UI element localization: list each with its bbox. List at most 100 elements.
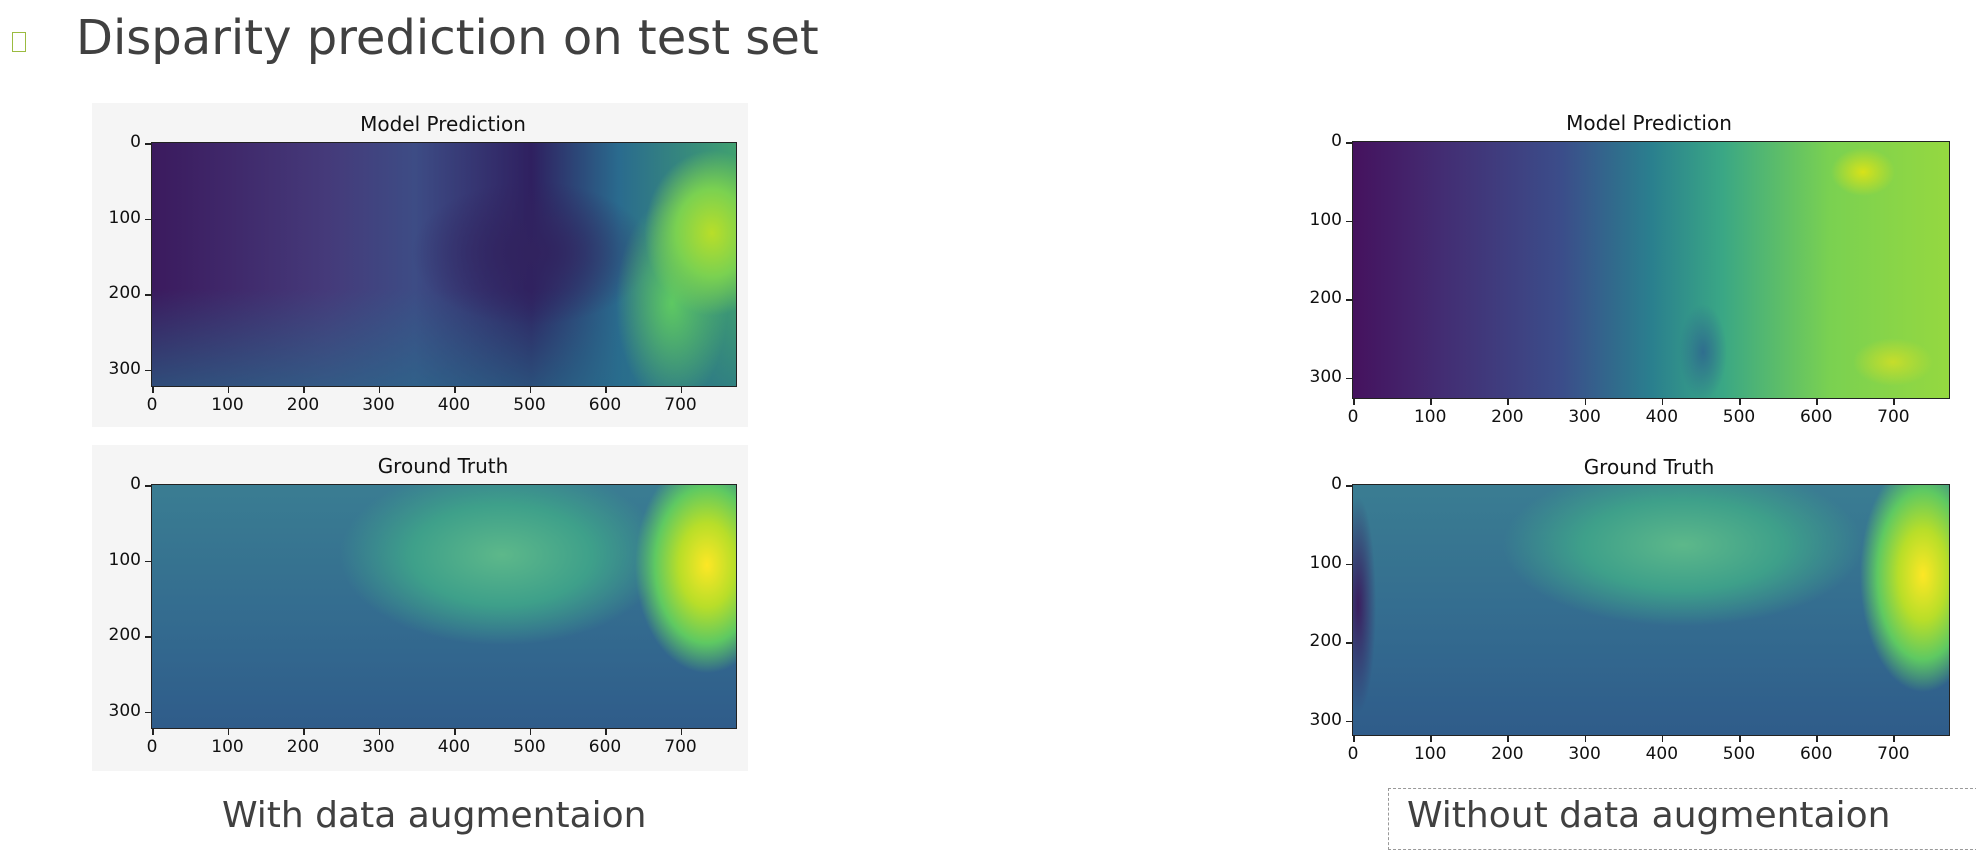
right-groundtruth-xtick-label: 600 [1799,744,1833,764]
left-groundtruth-xtick-label: 700 [664,737,697,757]
right-groundtruth-xtick-mark [1507,736,1509,742]
right-groundtruth-xtick-mark [1584,736,1587,742]
left-groundtruth-ytick-mark [145,485,151,487]
right-groundtruth-ytick-label: 100 [1309,552,1342,573]
right-groundtruth-xtick-mark [1739,736,1741,742]
left-prediction-xtick-label: 500 [513,395,546,415]
left-prediction-ytick-label: 200 [108,283,141,303]
right-groundtruth-xtick-mark [1893,736,1895,742]
left-groundtruth-xtick-label: 600 [588,737,622,757]
right-groundtruth-ytick-mark [1346,720,1352,722]
right-prediction-xtick-label: 200 [1491,407,1524,427]
right-prediction-ytick-label: 200 [1309,288,1342,308]
left-caption: With data augmentaion [222,795,647,836]
left-prediction-xtick-label: 700 [664,395,697,415]
right-prediction-xtick-label: 400 [1645,407,1679,427]
left-prediction-xtick-mark [152,387,154,393]
right-groundtruth-ytick-mark [1346,485,1352,487]
left-prediction-xtick-mark [303,387,305,393]
right-prediction-ytick-label: 100 [1309,209,1342,230]
left-groundtruth-ytick-label: 0 [130,474,141,494]
left-prediction-xtick-mark [454,387,456,393]
left-groundtruth-xtick-label: 100 [211,737,244,757]
left-groundtruth-ytick-label: 200 [108,625,141,645]
right-prediction-xtick-mark [1584,399,1587,405]
right-groundtruth-xtick-mark [1661,736,1664,742]
left-prediction-xtick-label: 0 [146,395,158,415]
right-groundtruth-ytick-mark [1346,563,1352,565]
left-groundtruth-ytick-mark [145,636,151,638]
right-prediction-xtick-mark [1353,399,1355,405]
right-prediction-xtick-mark [1430,399,1432,405]
left-groundtruth-xtick-mark [303,729,305,735]
left-prediction-xtick-label: 300 [362,395,395,415]
right-groundtruth-xtick-label: 0 [1347,744,1359,764]
right-prediction-ytick-label: 300 [1309,366,1342,387]
caption-textbox[interactable] [1388,788,1976,850]
left-groundtruth-ytick-label: 300 [108,700,141,721]
left-groundtruth-xtick-mark [378,729,380,735]
left-prediction-xtick-mark [529,387,531,393]
right-groundtruth-xtick-label: 100 [1413,744,1447,764]
right-prediction-title: Model Prediction [1566,111,1732,135]
left-prediction-ytick-mark [145,143,151,145]
right-prediction-ytick-mark [1346,142,1352,144]
left-prediction-xtick-mark [605,387,607,393]
left-prediction-ytick-mark [145,218,151,220]
right-groundtruth-xtick-label: 700 [1877,744,1910,764]
left-prediction-ytick-label: 0 [130,132,141,152]
right-groundtruth-ytick-label: 0 [1331,474,1342,494]
left-prediction-xtick-mark [378,387,380,393]
left-prediction-xtick-label: 400 [437,395,471,415]
left-prediction-ytick-label: 300 [108,358,141,379]
left-groundtruth-xtick-label: 300 [362,737,395,757]
left-prediction-xtick-label: 100 [211,395,244,415]
right-prediction-xtick-label: 0 [1347,407,1359,427]
left-groundtruth-xtick-mark [680,729,682,735]
right-groundtruth-ytick-label: 200 [1309,631,1342,651]
right-groundtruth-xtick-mark [1430,736,1432,742]
right-prediction-xtick-mark [1507,399,1509,405]
right-groundtruth-heatmap [1352,484,1950,736]
right-groundtruth-xtick-label: 400 [1645,744,1679,764]
right-groundtruth-ytick-mark [1346,642,1352,644]
right-prediction-xtick-mark [1893,399,1895,405]
left-prediction-xtick-mark [680,387,682,393]
left-prediction-xtick-label: 200 [286,395,320,415]
left-groundtruth-heatmap [151,484,737,729]
left-prediction-xtick-label: 600 [588,395,622,415]
left-groundtruth-xtick-label: 400 [437,737,471,757]
right-prediction-xtick-mark [1661,399,1664,405]
right-prediction-ytick-mark [1346,377,1352,379]
right-groundtruth-xtick-label: 200 [1491,744,1524,764]
left-prediction-xtick-mark [227,387,229,393]
left-prediction-ytick-mark [145,369,151,371]
square-bullet-icon [12,32,26,52]
right-groundtruth-xtick-mark [1353,736,1355,742]
right-prediction-ytick-label: 0 [1331,131,1342,151]
right-prediction-xtick-mark [1739,399,1741,405]
slide-title: Disparity prediction on test set [76,10,819,66]
right-prediction-xtick-label: 300 [1568,407,1601,427]
left-prediction-heatmap [151,142,737,387]
right-prediction-xtick-label: 500 [1722,407,1756,427]
right-prediction-ytick-mark [1346,299,1352,301]
left-groundtruth-xtick-mark [529,729,531,735]
right-caption: Without data augmentaion [1407,795,1891,836]
right-groundtruth-xtick-label: 300 [1568,744,1601,764]
left-groundtruth-ytick-mark [145,560,151,562]
right-prediction-xtick-mark [1816,399,1818,405]
right-groundtruth-ytick-label: 300 [1309,709,1342,730]
left-groundtruth-xtick-label: 200 [286,737,320,757]
left-groundtruth-ytick-mark [145,711,151,713]
left-groundtruth-xtick-mark [152,729,154,735]
right-prediction-ytick-mark [1346,220,1352,222]
left-groundtruth-xtick-mark [605,729,607,735]
left-groundtruth-xtick-mark [454,729,456,735]
left-groundtruth-xtick-mark [227,729,229,735]
left-groundtruth-ytick-label: 100 [108,549,141,570]
left-groundtruth-xtick-label: 500 [513,737,546,757]
left-prediction-ytick-label: 100 [108,207,141,228]
left-prediction-title: Model Prediction [360,112,526,136]
left-groundtruth-xtick-label: 0 [146,737,158,757]
